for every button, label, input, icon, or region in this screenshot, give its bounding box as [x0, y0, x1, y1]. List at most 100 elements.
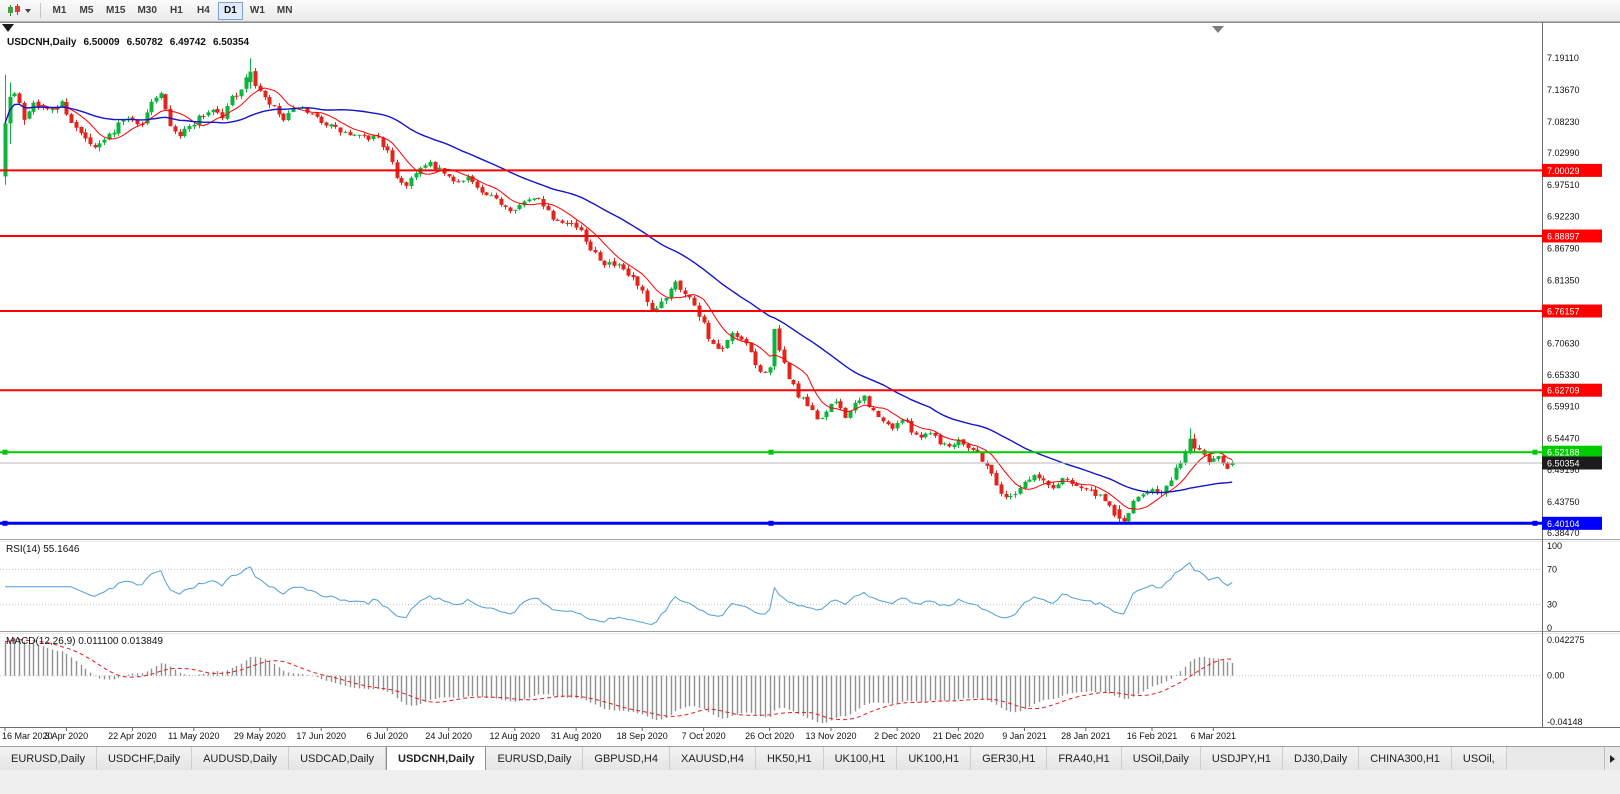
timeframe-button-H1[interactable]: H1: [164, 2, 189, 20]
svg-text:0.042275: 0.042275: [1547, 635, 1585, 645]
svg-text:6.52188: 6.52188: [1547, 448, 1580, 458]
svg-text:26 Oct 2020: 26 Oct 2020: [745, 731, 794, 741]
ohlc-readout: USDCNH,Daily 6.50009 6.50782 6.49742 6.50354: [7, 37, 256, 48]
svg-text:100: 100: [1547, 541, 1562, 551]
right-arrow-icon: [1610, 754, 1615, 763]
macd-signal-line: [4, 639, 1233, 721]
candles-layer: [3, 58, 1235, 524]
dropdown-caret-icon: [25, 8, 31, 13]
rsi-panel: 100 70 30 0: [0, 541, 1562, 633]
chart-tab-GBPUSD-H4[interactable]: GBPUSD,H4: [583, 747, 670, 770]
timeframe-button-M1[interactable]: M1: [47, 2, 72, 20]
svg-text:-0.04148: -0.04148: [1547, 717, 1583, 727]
timeframe-button-MN[interactable]: MN: [272, 2, 298, 20]
chart-tab-USDCHF-Daily[interactable]: USDCHF,Daily: [96, 747, 193, 770]
chart-tab-CHINA300-H1[interactable]: CHINA300,H1: [1359, 747, 1452, 770]
one-click-trading-arrow-icon[interactable]: [2, 24, 14, 32]
chart-tab-DJ30-Daily[interactable]: DJ30,Daily: [1283, 747, 1360, 770]
chart-shift-marker[interactable]: [1212, 26, 1224, 33]
svg-text:6.50354: 6.50354: [1547, 459, 1580, 469]
price-tag: 6.88897: [1542, 229, 1602, 243]
chart-tab-USOil[interactable]: USOil,: [1451, 747, 1507, 770]
timeframe-buttons: M1 M5 M15 M30 H1 H4 D1 W1 MN: [46, 1, 298, 20]
rsi-line: [5, 561, 1233, 626]
svg-text:7 Oct 2020: 7 Oct 2020: [682, 731, 726, 741]
svg-text:6 Mar 2021: 6 Mar 2021: [1191, 731, 1237, 741]
timeframe-button-H4[interactable]: H4: [191, 2, 216, 20]
svg-text:29 May 2020: 29 May 2020: [234, 731, 286, 741]
timeframe-button-D1[interactable]: D1: [217, 1, 243, 20]
svg-text:24 Jul 2020: 24 Jul 2020: [425, 731, 472, 741]
chart-tab-HK50-H1[interactable]: HK50,H1: [755, 747, 824, 770]
svg-text:6.81350: 6.81350: [1547, 275, 1580, 285]
chart-canvas[interactable]: 7.19110 7.13670 7.08230 7.02990 6.97510 6.922…: [0, 22, 1620, 746]
chart-tab-UK100-H1[interactable]: UK100,H1: [823, 747, 898, 770]
svg-text:21 Dec 2020: 21 Dec 2020: [933, 731, 984, 741]
price-tag: 7.00029: [1542, 163, 1602, 177]
svg-text:6.49190: 6.49190: [1547, 465, 1580, 475]
chart-tab-USOil-Daily[interactable]: USOil,Daily: [1121, 747, 1201, 770]
chart-tab-EURUSD-Daily[interactable]: EURUSD,Daily: [486, 747, 584, 770]
svg-text:7.08230: 7.08230: [1547, 117, 1580, 127]
chart-period-dropdown[interactable]: [3, 2, 35, 19]
bottom-strip: [0, 770, 1620, 794]
svg-text:3 Apr 2020: 3 Apr 2020: [45, 731, 89, 741]
price-tag: 6.62709: [1542, 383, 1602, 397]
chart-tab-GER30-H1[interactable]: GER30,H1: [971, 747, 1048, 770]
timeframe-button-M30[interactable]: M30: [132, 2, 161, 20]
price-tag: 6.76157: [1542, 304, 1602, 318]
svg-text:18 Sep 2020: 18 Sep 2020: [617, 731, 668, 741]
svg-text:12 Aug 2020: 12 Aug 2020: [490, 731, 541, 741]
timeframe-toolbar: M1 M5 M15 M30 H1 H4 D1 W1 MN: [0, 0, 1620, 22]
macd-panel: 0.042275 0.00 -0.04148: [0, 635, 1585, 727]
svg-text:7.13670: 7.13670: [1547, 85, 1580, 95]
macd-histogram: [4, 638, 1234, 724]
chart-area: 7.19110 7.13670 7.08230 7.02990 6.97510 6.922…: [0, 22, 1620, 746]
timeframe-button-M5[interactable]: M5: [74, 2, 99, 20]
low-value: 6.49742: [169, 37, 206, 48]
price-tag: 6.52188: [1542, 445, 1602, 459]
svg-text:6.38470: 6.38470: [1547, 528, 1580, 538]
chart-tab-USDCAD-Daily[interactable]: USDCAD,Daily: [289, 747, 387, 770]
high-value: 6.50782: [126, 37, 163, 48]
svg-text:6.40104: 6.40104: [1547, 519, 1580, 529]
svg-text:70: 70: [1547, 564, 1557, 574]
svg-text:6.65330: 6.65330: [1547, 370, 1580, 380]
chart-tab-EURUSD-Daily[interactable]: EURUSD,Daily: [0, 747, 97, 770]
ma-fast-line: [4, 87, 1233, 510]
svg-text:6.92230: 6.92230: [1547, 211, 1580, 221]
chart-tab-USDJPY-H1[interactable]: USDJPY,H1: [1200, 747, 1284, 770]
svg-text:28 Jan 2021: 28 Jan 2021: [1061, 731, 1111, 741]
chart-tab-FRA40-H1[interactable]: FRA40,H1: [1047, 747, 1122, 770]
svg-text:6.97510: 6.97510: [1547, 180, 1580, 190]
svg-text:9 Jan 2021: 9 Jan 2021: [1002, 731, 1047, 741]
svg-text:6.86790: 6.86790: [1547, 243, 1580, 253]
rsi-label: RSI(14) 55.1646: [6, 544, 80, 555]
svg-text:17 Jun 2020: 17 Jun 2020: [296, 731, 346, 741]
svg-text:16 Feb 2021: 16 Feb 2021: [1127, 731, 1178, 741]
tab-scroll-right-button[interactable]: [1604, 747, 1620, 770]
svg-text:7.00029: 7.00029: [1547, 166, 1580, 176]
svg-text:6.59910: 6.59910: [1547, 402, 1580, 412]
hline-6.52188[interactable]: [0, 449, 1542, 455]
chart-symbol-label: USDCNH,Daily: [7, 37, 77, 48]
open-value: 6.50009: [83, 37, 120, 48]
chart-tab-AUDUSD-Daily[interactable]: AUDUSD,Daily: [192, 747, 290, 770]
hline-6.40104[interactable]: [0, 520, 1542, 526]
toolbar-separator: [40, 3, 41, 18]
chart-tab-USDCNH-Daily[interactable]: USDCNH,Daily: [386, 747, 487, 770]
svg-text:6.43750: 6.43750: [1547, 497, 1580, 507]
price-axis[interactable]: 7.19110 7.13670 7.08230 7.02990 6.97510 6.922…: [1547, 53, 1580, 538]
timeframe-button-M15[interactable]: M15: [101, 2, 130, 20]
chart-tab-UK100-H1[interactable]: UK100,H1: [897, 747, 972, 770]
svg-text:7.19110: 7.19110: [1547, 53, 1579, 63]
chart-tab-XAUUSD-H4[interactable]: XAUUSD,H4: [669, 747, 756, 770]
svg-text:6.76157: 6.76157: [1547, 307, 1580, 317]
svg-text:11 May 2020: 11 May 2020: [168, 731, 219, 741]
svg-text:13 Nov 2020: 13 Nov 2020: [805, 731, 856, 741]
macd-label: MACD(12,26,9) 0.011100 0.013849: [6, 636, 163, 647]
timeframe-button-W1[interactable]: W1: [245, 2, 270, 20]
svg-text:0.00: 0.00: [1547, 671, 1565, 681]
ma-slow-line: [4, 103, 1233, 494]
